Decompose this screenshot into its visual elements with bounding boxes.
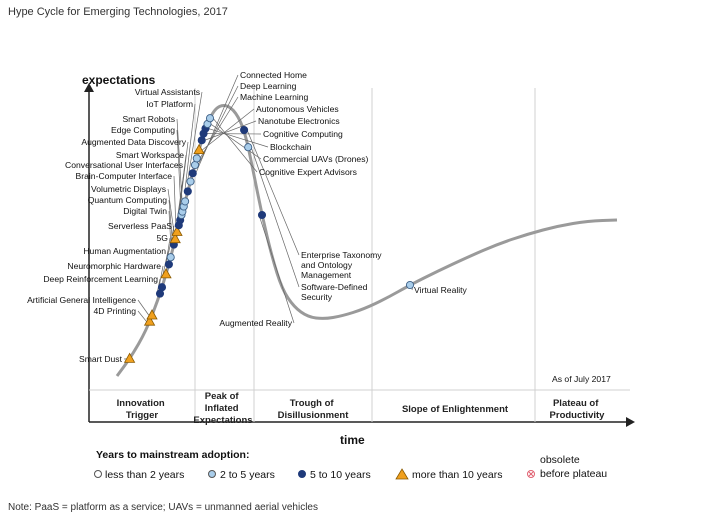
label-cognitive-expert-advisors: Cognitive Expert Advisors xyxy=(259,167,357,177)
marker-serverless-paas xyxy=(167,254,174,261)
marker-augmented-reality xyxy=(258,211,265,218)
legend-label-2to5: 2 to 5 years xyxy=(220,469,275,481)
y-axis-title: expectations xyxy=(82,73,156,87)
legend-title: Years to mainstream adoption: xyxy=(96,449,249,461)
label-machine-learning: Machine Learning xyxy=(240,92,309,102)
legend-label-obsolete: obsolete before plateau xyxy=(540,454,607,480)
label-smart-dust: Smart Dust xyxy=(79,354,123,364)
label-5g: 5G xyxy=(157,233,169,243)
marker-5g xyxy=(165,261,172,268)
marker-cognitive-expert-advisors xyxy=(206,115,213,122)
label-deep-reinforcement-learning: Deep Reinforcement Learning xyxy=(43,274,158,284)
label-commercial-uavs-drones: Commercial UAVs (Drones) xyxy=(263,154,369,164)
marker-software-defined-security xyxy=(245,144,252,151)
phase-label-innovation-trigger: Innovation Trigger xyxy=(117,398,168,421)
phase-label-slope: Slope of Enlightenment xyxy=(402,404,509,415)
label-nanotube-electronics: Nanotube Electronics xyxy=(258,116,340,126)
legend-marker-lt2 xyxy=(95,471,102,478)
label-iot-platform: IoT Platform xyxy=(146,99,193,109)
label-deep-learning: Deep Learning xyxy=(240,81,297,91)
marker-autonomous-vehicles xyxy=(194,145,204,154)
x-axis-title: time xyxy=(340,433,365,447)
legend-label-lt2: less than 2 years xyxy=(105,469,184,481)
label-autonomous-vehicles: Autonomous Vehicles xyxy=(256,104,339,114)
marker-nanotube-electronics xyxy=(198,137,205,144)
label-4d-printing: 4D Printing xyxy=(93,306,136,316)
marker-neuromorphic-hardware xyxy=(158,284,165,291)
phase-label-plateau: Plateau of Productivity xyxy=(550,398,606,421)
label-smart-workspace: Smart Workspace xyxy=(116,150,184,160)
legend-marker-2to5 xyxy=(209,471,216,478)
label-artificial-general-intelligence: Artificial General Intelligence xyxy=(27,295,136,305)
x-axis-arrow xyxy=(626,417,635,427)
marker-machine-learning xyxy=(193,155,200,162)
legend-label-gt10: more than 10 years xyxy=(412,469,502,481)
label-connected-home: Connected Home xyxy=(240,70,307,80)
label-quantum-computing: Quantum Computing xyxy=(88,195,168,205)
legend-marker-gt10 xyxy=(396,469,408,479)
label-brain-computer-interface: Brain-Computer Interface xyxy=(76,171,173,181)
label-edge-computing: Edge Computing xyxy=(111,125,175,135)
marker-connected-home xyxy=(189,170,196,177)
legend-label-5to10: 5 to 10 years xyxy=(310,469,371,481)
label-smart-robots: Smart Robots xyxy=(122,114,175,124)
label-augmented-reality: Augmented Reality xyxy=(219,318,292,328)
label-conversational-user-interfaces: Conversational User Interfaces xyxy=(65,160,183,170)
phase-label-peak: Peak of Inflated Expectations xyxy=(193,391,252,426)
label-digital-twin: Digital Twin xyxy=(123,206,167,216)
hype-curve xyxy=(117,106,617,376)
label-cognitive-computing: Cognitive Computing xyxy=(263,129,343,139)
label-virtual-reality: Virtual Reality xyxy=(414,285,468,295)
marker-deep-learning xyxy=(191,161,198,168)
legend-marker-5to10 xyxy=(299,471,306,478)
label-human-augmentation: Human Augmentation xyxy=(83,246,166,256)
as-of-date: As of July 2017 xyxy=(552,374,611,384)
marker-virtual-assistants xyxy=(187,178,194,185)
phase-label-trough: Trough of Disillusionment xyxy=(278,398,350,421)
marker-iot-platform xyxy=(184,188,191,195)
marker-enterprise-taxonomy-and-ontology-management xyxy=(241,126,248,133)
leader-connected-home xyxy=(196,75,238,173)
marker-smart-robots xyxy=(182,198,189,205)
leader-4d-printing xyxy=(138,311,147,322)
label-neuromorphic-hardware: Neuromorphic Hardware xyxy=(67,261,161,271)
label-blockchain: Blockchain xyxy=(270,142,312,152)
label-serverless-paas: Serverless PaaS xyxy=(108,221,172,231)
label-virtual-assistants: Virtual Assistants xyxy=(135,87,200,97)
marker-virtual-reality xyxy=(406,281,413,288)
label-volumetric-displays: Volumetric Displays xyxy=(91,184,166,194)
footnote: Note: PaaS = platform as a service; UAVs… xyxy=(8,502,318,513)
leader-brain-computer-interface xyxy=(174,176,176,225)
label-augmented-data-discovery: Augmented Data Discovery xyxy=(81,137,186,147)
